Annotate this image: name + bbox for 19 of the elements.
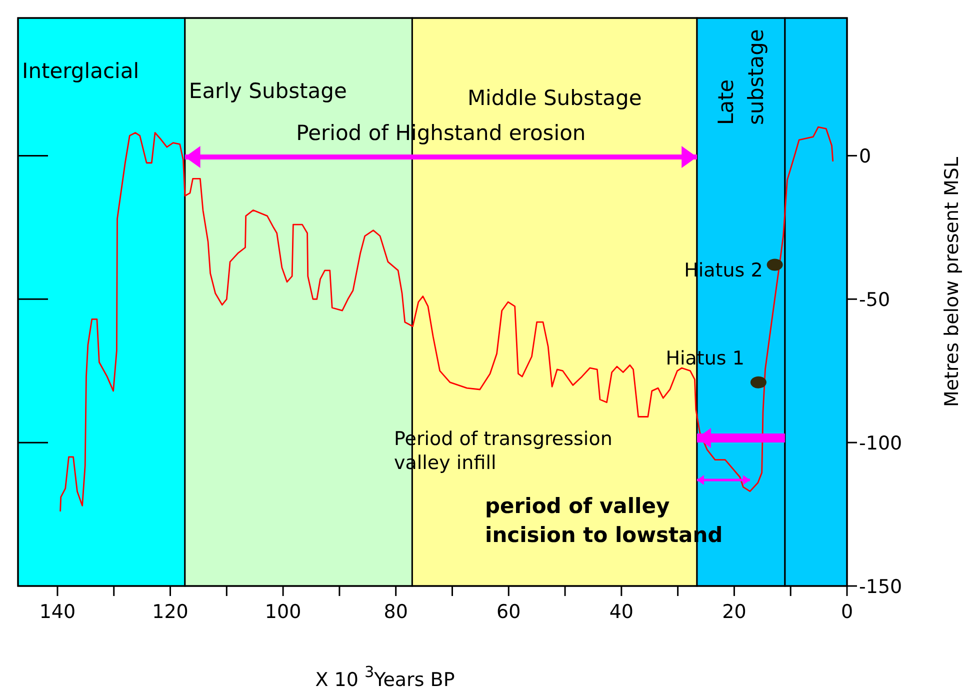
y-tick-label: -150	[859, 576, 902, 598]
x-tick-label: 40	[609, 601, 634, 623]
x-axis-title: X 10 $^{3}$Years BP	[315, 663, 455, 691]
band-label: Late substage	[714, 29, 768, 125]
band-label: Interglacial	[22, 59, 140, 83]
y-tick-label: -50	[859, 289, 890, 312]
x-tick-label: 20	[722, 601, 746, 623]
y-tick-label: 0	[859, 146, 872, 168]
band-label: Middle Substage	[467, 86, 642, 110]
band-label: Early Substage	[188, 79, 347, 103]
x-tick-label: 140	[39, 601, 76, 623]
x-tick-label: 80	[384, 601, 408, 623]
y-axis-title: Metres below present MSL	[941, 156, 963, 408]
x-tick-label: 60	[496, 601, 521, 623]
annotation: Hiatus 1	[666, 347, 744, 370]
x-tick-label: 0	[840, 601, 854, 623]
x-tick-label: 120	[152, 601, 188, 623]
y-tick-label: -100	[859, 432, 902, 455]
x-tick-label: 100	[264, 601, 302, 623]
